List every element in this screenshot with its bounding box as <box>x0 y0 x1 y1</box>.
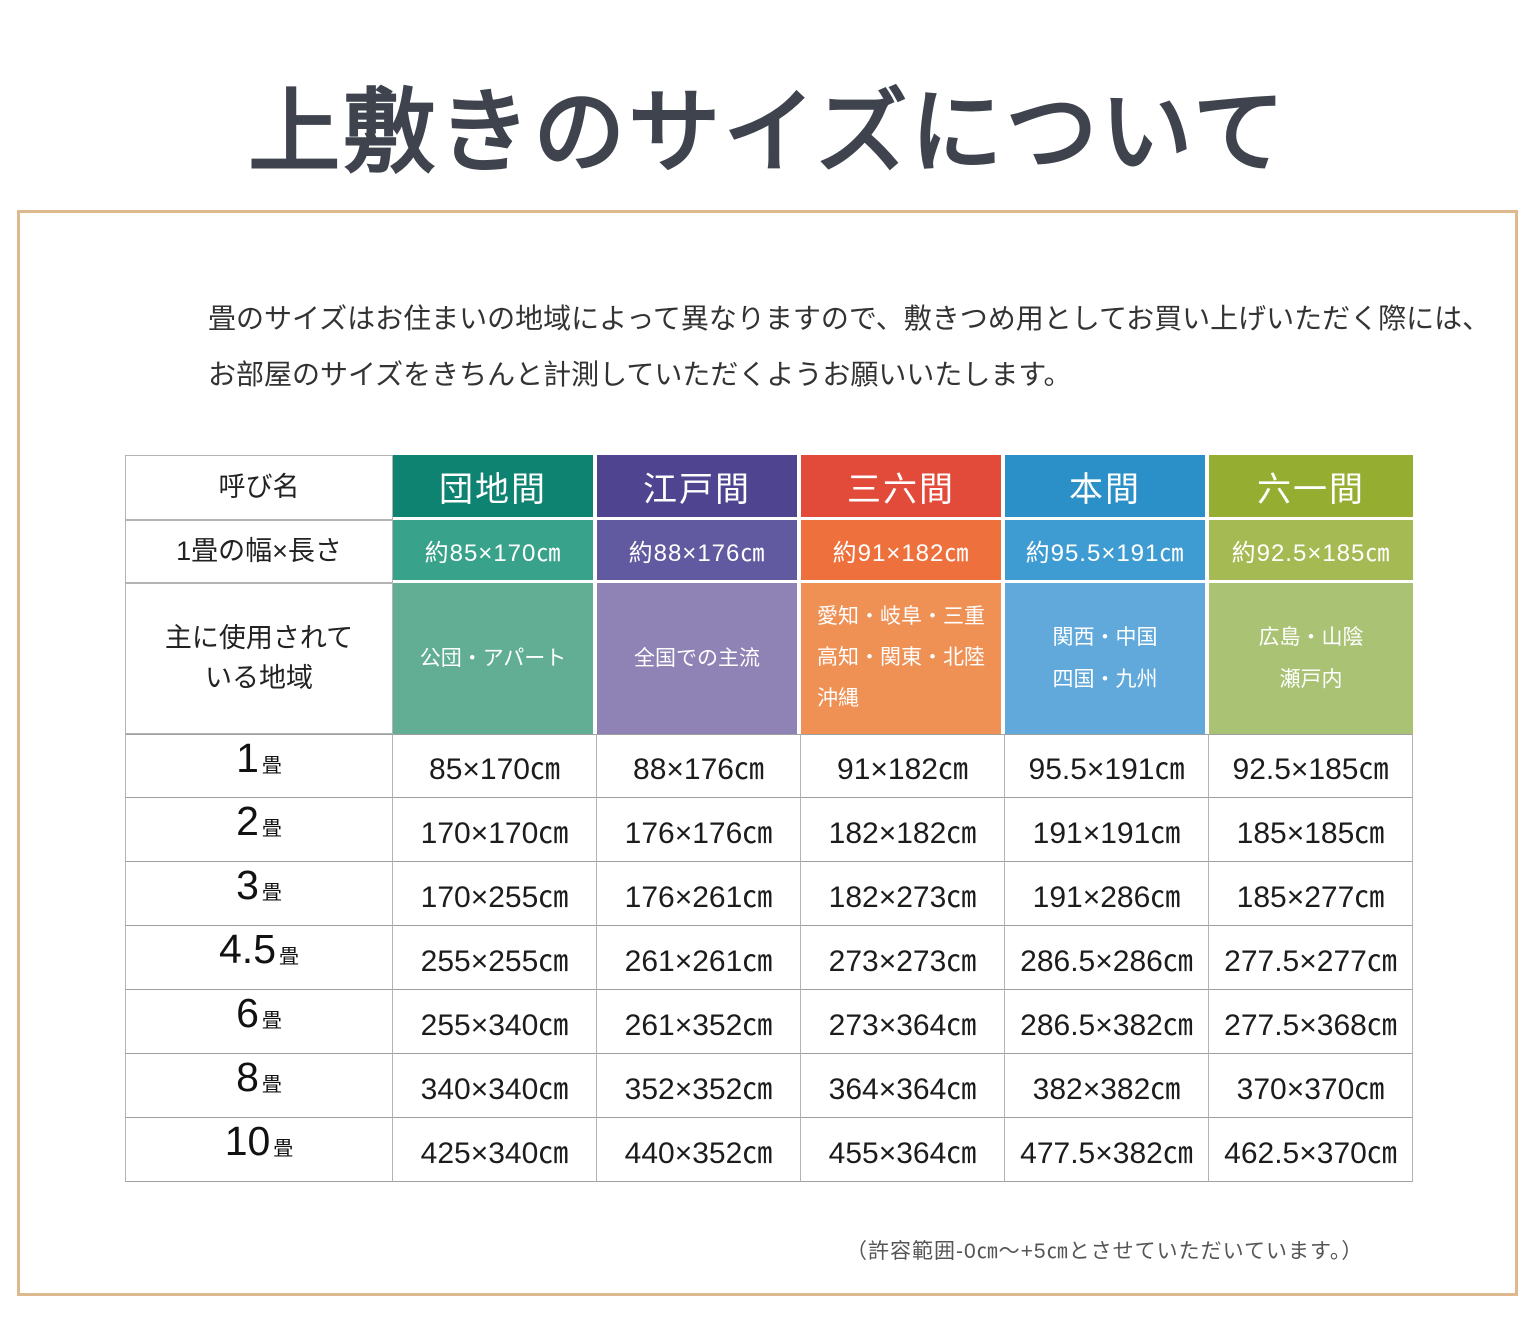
corner-header: 呼び名 <box>125 455 393 520</box>
column-header-danchima: 団地間 <box>393 455 597 520</box>
size-cell: 370×370㎝ <box>1209 1054 1413 1118</box>
size-cell: 277.5×277㎝ <box>1209 926 1413 990</box>
size-cell: 340×340㎝ <box>393 1054 597 1118</box>
region-line: 広島・山陰 <box>1258 625 1364 649</box>
size-cell: 91×182㎝ <box>801 734 1005 798</box>
size-cell: 255×340㎝ <box>393 990 597 1054</box>
mat-size-honma: 約95.5×191㎝ <box>1005 520 1209 583</box>
intro-text: 畳のサイズはお住まいの地域によって異なりますので、敷きつめ用としてお買い上げいた… <box>208 291 1490 403</box>
region-row-label-line-2: いる地域 <box>205 662 313 693</box>
region-row-label: 主に使用されて いる地域 <box>125 583 393 734</box>
column-header-sanrokuma: 三六間 <box>801 455 1005 520</box>
size-cell: 170×170㎝ <box>393 798 597 862</box>
mat-count-unit: 畳 <box>261 818 282 840</box>
column-header-edoma: 江戸間 <box>597 455 801 520</box>
region-line: 愛知・岐阜・三重 <box>817 605 985 629</box>
region-line: 高知・関東・北陸 <box>817 646 985 670</box>
size-cell: 261×261㎝ <box>597 926 801 990</box>
size-cell: 176×176㎝ <box>597 798 801 862</box>
column-header-rokuichima: 六一間 <box>1209 455 1413 520</box>
region-line: 関西・中国 <box>1052 625 1158 649</box>
size-cell: 88×176㎝ <box>597 734 801 798</box>
mat-count: 2 <box>236 798 259 844</box>
region-line: 公団・アパート <box>419 646 567 670</box>
size-cell: 462.5×370㎝ <box>1209 1118 1413 1182</box>
regions-edoma: 全国での主流 <box>597 583 801 734</box>
size-cell: 382×382㎝ <box>1005 1054 1209 1118</box>
mat-count-unit: 畳 <box>261 755 282 777</box>
tatami-size-table: 呼び名 団地間 江戸間 三六間 本間 六一間 1畳の幅×長さ 約85×170㎝ … <box>125 455 1413 1182</box>
regions-sanrokuma: 愛知・岐阜・三重 高知・関東・北陸 沖縄 <box>801 583 1005 734</box>
column-header-honma: 本間 <box>1005 455 1209 520</box>
region-row-label-line-1: 主に使用されて <box>164 623 354 654</box>
size-cell: 185×185㎝ <box>1209 798 1413 862</box>
region-line: 四国・九州 <box>1052 667 1158 691</box>
mat-count: 6 <box>236 990 259 1036</box>
size-cell: 455×364㎝ <box>801 1118 1005 1182</box>
content-frame: 畳のサイズはお住まいの地域によって異なりますので、敷きつめ用としてお買い上げいた… <box>17 210 1518 1296</box>
mat-count-unit: 畳 <box>261 1010 282 1032</box>
mat-size-rokuichima: 約92.5×185㎝ <box>1209 520 1413 583</box>
mat-count: 10 <box>224 1118 271 1164</box>
regions-honma: 関西・中国 四国・九州 <box>1005 583 1209 734</box>
mat-count: 4.5 <box>219 926 276 972</box>
intro-line-2: お部屋のサイズをきちんと計測していただくようお願いいたします。 <box>208 359 1072 390</box>
size-cell: 273×273㎝ <box>801 926 1005 990</box>
size-cell: 352×352㎝ <box>597 1054 801 1118</box>
region-line: 沖縄 <box>817 686 859 710</box>
mat-count: 3 <box>236 862 259 908</box>
size-cell: 440×352㎝ <box>597 1118 801 1182</box>
size-cell: 185×277㎝ <box>1209 862 1413 926</box>
row-label-10jo: 10 畳 <box>125 1118 393 1182</box>
size-cell: 261×352㎝ <box>597 990 801 1054</box>
size-cell: 286.5×286㎝ <box>1005 926 1209 990</box>
regions-danchima: 公団・アパート <box>393 583 597 734</box>
size-row-label: 1畳の幅×長さ <box>125 520 393 583</box>
size-cell: 255×255㎝ <box>393 926 597 990</box>
region-line: 全国での主流 <box>634 646 760 670</box>
mat-count-unit: 畳 <box>261 1074 282 1096</box>
size-cell: 85×170㎝ <box>393 734 597 798</box>
page-title: 上敷きのサイズについて <box>248 82 1288 184</box>
row-label-4-5jo: 4.5 畳 <box>125 926 393 990</box>
mat-count-unit: 畳 <box>279 946 299 968</box>
size-cell: 273×364㎝ <box>801 990 1005 1054</box>
mat-count-unit: 畳 <box>273 1138 294 1160</box>
size-cell: 170×255㎝ <box>393 862 597 926</box>
size-cell: 182×182㎝ <box>801 798 1005 862</box>
mat-count: 1 <box>236 735 259 781</box>
mat-size-edoma: 約88×176㎝ <box>597 520 801 583</box>
mat-count: 8 <box>236 1054 259 1100</box>
regions-rokuichima: 広島・山陰 瀬戸内 <box>1209 583 1413 734</box>
size-cell: 176×261㎝ <box>597 862 801 926</box>
size-cell: 477.5×382㎝ <box>1005 1118 1209 1182</box>
size-cell: 191×191㎝ <box>1005 798 1209 862</box>
size-cell: 92.5×185㎝ <box>1209 734 1413 798</box>
mat-count-unit: 畳 <box>261 882 282 904</box>
size-cell: 95.5×191㎝ <box>1005 734 1209 798</box>
intro-line-1: 畳のサイズはお住まいの地域によって異なりますので、敷きつめ用としてお買い上げいた… <box>208 303 1491 334</box>
size-cell: 182×273㎝ <box>801 862 1005 926</box>
size-cell: 286.5×382㎝ <box>1005 990 1209 1054</box>
region-line: 瀬戸内 <box>1279 667 1343 691</box>
tolerance-note: （許容範囲-0㎝～+5㎝とさせていただいています。） <box>846 1240 1364 1263</box>
size-cell: 191×286㎝ <box>1005 862 1209 926</box>
mat-size-danchima: 約85×170㎝ <box>393 520 597 583</box>
size-cell: 425×340㎝ <box>393 1118 597 1182</box>
size-cell: 277.5×368㎝ <box>1209 990 1413 1054</box>
mat-size-sanrokuma: 約91×182㎝ <box>801 520 1005 583</box>
size-cell: 364×364㎝ <box>801 1054 1005 1118</box>
